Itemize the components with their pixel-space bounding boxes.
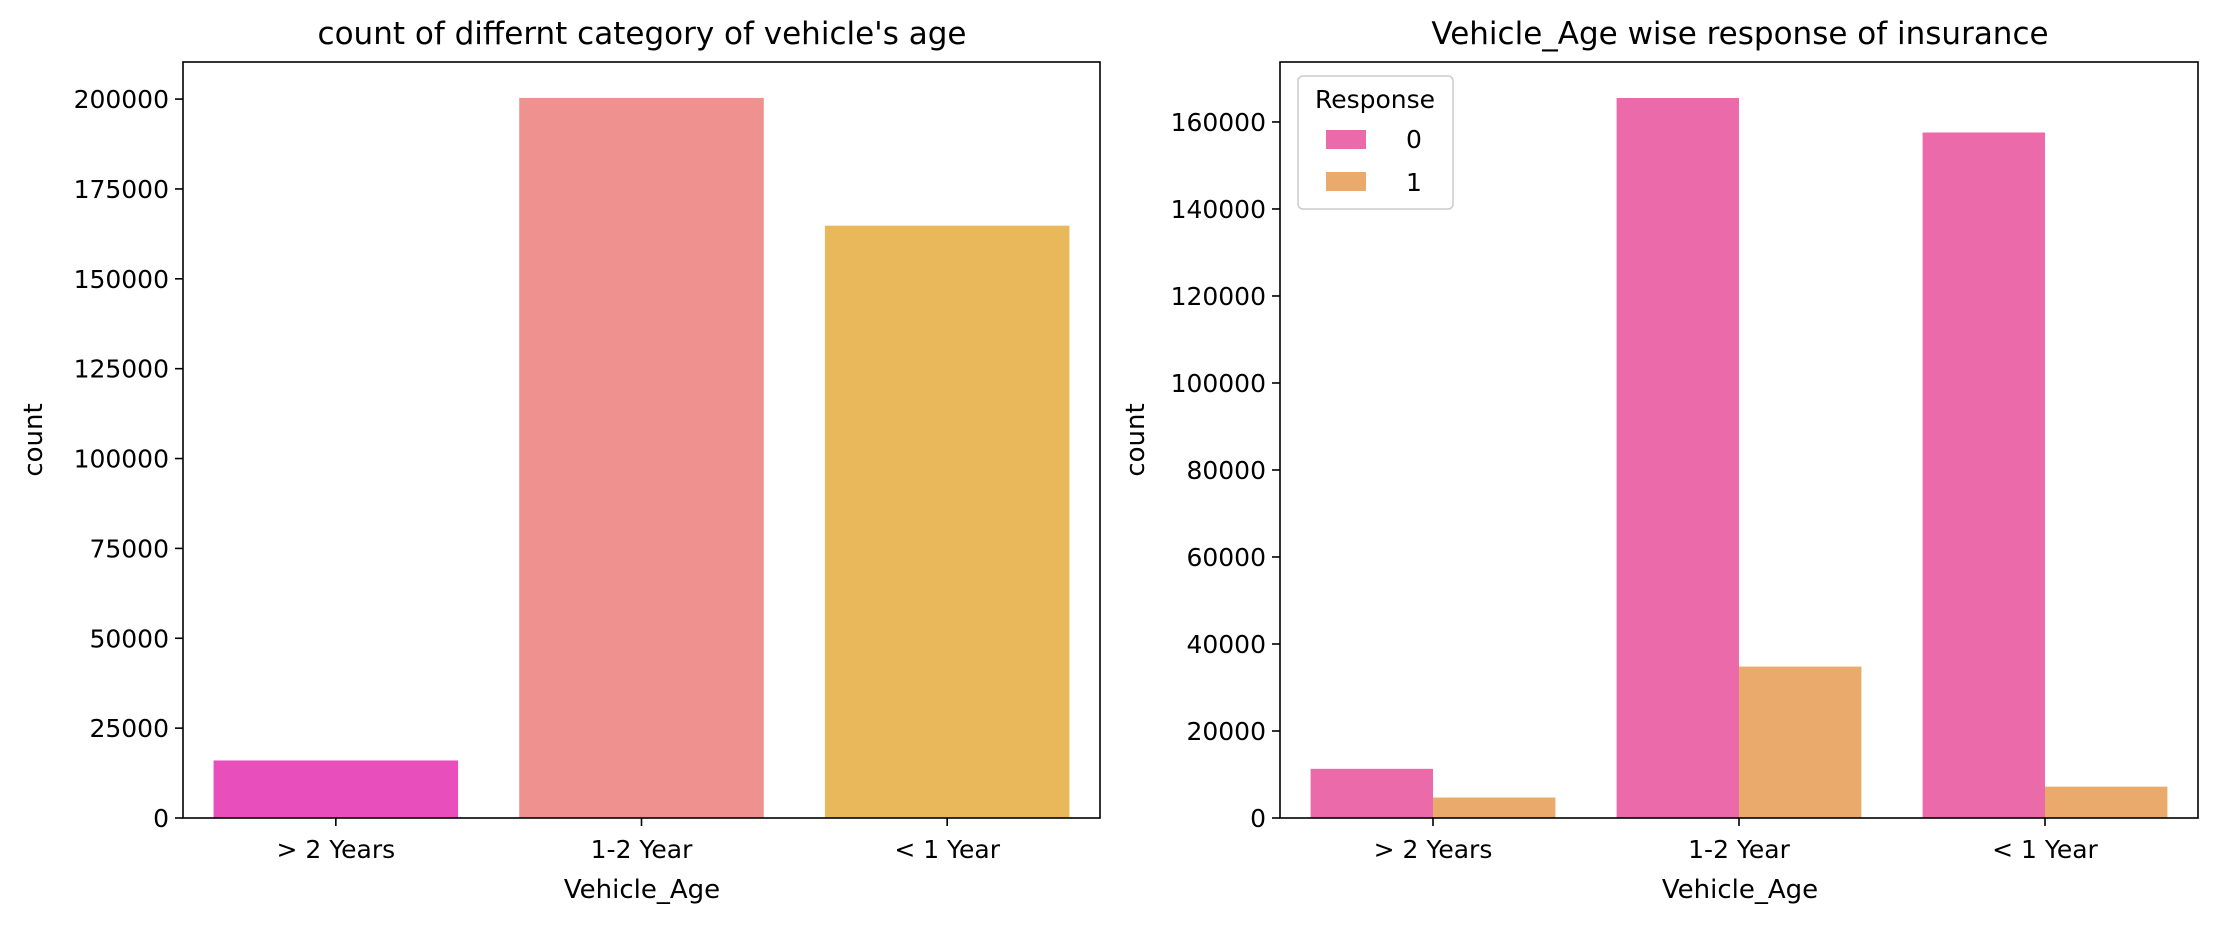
legend: Response 0 1: [1297, 75, 1454, 210]
bar-series-0-0: [1310, 768, 1433, 818]
chart-vehicle-age-count: count of differnt category of vehicle's …: [19, 16, 1101, 905]
plot-frame: [182, 61, 1101, 819]
y-tick-label: 40000: [1186, 630, 1266, 659]
bars: [1310, 98, 2168, 819]
y-axis-ticks: 0 25000 50000 75000 100000 125000 150000 175000…: [74, 85, 183, 833]
legend-label-1: 1: [1406, 168, 1422, 197]
chart-vehicle-age-response: Vehicle_Age wise response of insurance 0…: [1121, 16, 2199, 905]
y-tick-label: 80000: [1186, 456, 1266, 485]
bar-series-1-1: [1739, 666, 1862, 818]
x-axis-label: Vehicle_Age: [564, 875, 720, 905]
plot-frame: [1279, 61, 2199, 819]
chart-title: Vehicle_Age wise response of insurance: [1431, 16, 2048, 52]
y-tick-label: 140000: [1171, 195, 1266, 224]
x-tick-label: 1-2 Year: [1688, 835, 1790, 864]
y-tick-label: 125000: [74, 355, 169, 384]
y-tick-label: 50000: [89, 624, 169, 653]
x-axis-label: Vehicle_Age: [1662, 875, 1818, 905]
y-tick-label: 175000: [74, 175, 169, 204]
x-tick-label: 1-2 Year: [591, 835, 693, 864]
y-tick-label: 120000: [1171, 282, 1266, 311]
legend-label-0: 0: [1406, 125, 1422, 154]
bars: [213, 97, 1070, 818]
y-tick-label: 0: [1250, 804, 1266, 833]
y-axis-ticks: 0 20000 40000 60000 80000 100000 120000 140000 1…: [1171, 108, 1280, 833]
legend-swatch-0: [1326, 130, 1366, 149]
x-tick-label: < 1 Year: [894, 835, 1000, 864]
bar-series-0-1: [1616, 98, 1739, 818]
y-tick-label: 20000: [1186, 717, 1266, 746]
x-tick-label: < 1 Year: [1992, 835, 2098, 864]
x-axis-ticks: > 2 Years 1-2 Year < 1 Year: [276, 818, 1001, 864]
y-axis-label: count: [19, 403, 49, 476]
y-tick-label: 100000: [74, 445, 169, 474]
bar-0: [213, 760, 459, 818]
bar-2: [824, 225, 1070, 818]
y-tick-label: 160000: [1171, 108, 1266, 137]
bar-1: [519, 97, 764, 818]
bar-series-0-2: [1922, 132, 2045, 819]
x-axis-ticks: > 2 Years 1-2 Year < 1 Year: [1374, 818, 2099, 864]
legend-title: Response: [1315, 85, 1435, 114]
y-tick-label: 100000: [1171, 369, 1266, 398]
y-tick-label: 200000: [74, 85, 169, 114]
bar-series-1-2: [2045, 786, 2168, 818]
y-tick-label: 60000: [1186, 543, 1266, 572]
chart-title: count of differnt category of vehicle's …: [318, 16, 967, 52]
x-tick-label: > 2 Years: [276, 835, 395, 864]
x-tick-label: > 2 Years: [1374, 835, 1493, 864]
y-tick-label: 0: [153, 804, 169, 833]
legend-swatch-1: [1326, 172, 1366, 191]
y-tick-label: 25000: [89, 714, 169, 743]
y-axis-label: count: [1121, 403, 1151, 476]
bar-series-1-0: [1433, 797, 1556, 818]
y-tick-label: 150000: [74, 265, 169, 294]
y-tick-label: 75000: [89, 534, 169, 563]
